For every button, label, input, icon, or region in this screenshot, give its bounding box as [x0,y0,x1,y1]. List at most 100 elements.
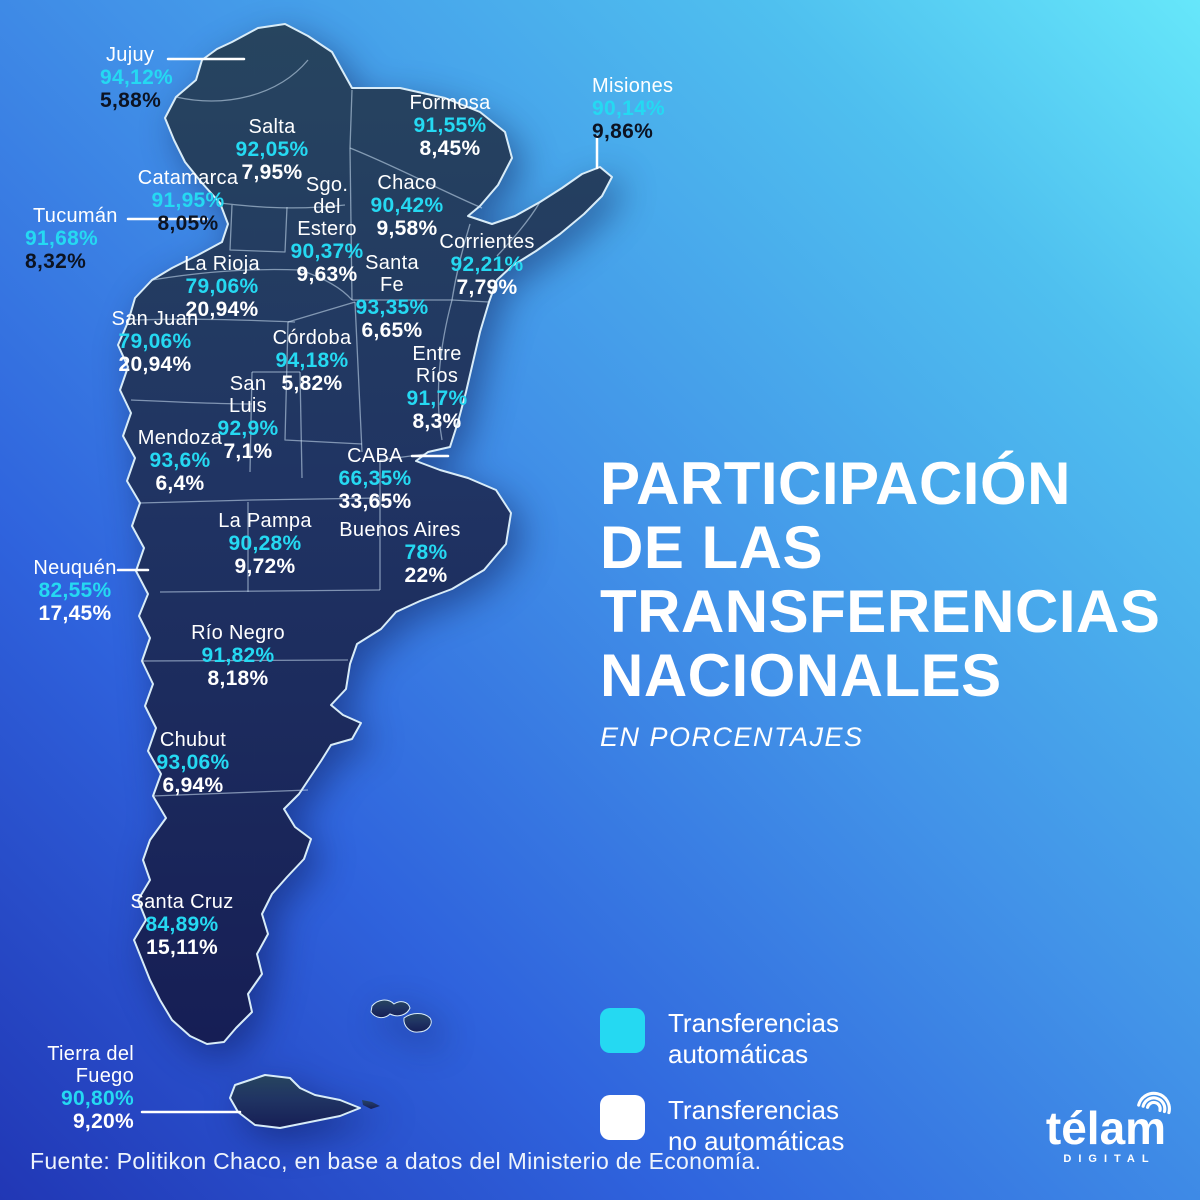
province-name: San Juan [111,308,199,330]
province-label-caba: CABA 66,35% 33,65% [330,445,420,513]
leader-lines [116,57,599,1114]
province-label-tierra-del-fuego: Tierra del Fuego 90,80% 9,20% [14,1043,134,1133]
province-label-san-luis: San Luis 92,9% 7,1% [203,373,293,463]
province-nonauto-pct: 7,95% [241,161,303,184]
province-auto-pct: 91,68% [25,227,99,250]
province-name: Corrientes [439,231,535,253]
province-label-neuquen: Neuquén 82,55% 17,45% [15,557,135,625]
province-name: CABA [347,445,403,467]
province-auto-pct: 94,18% [275,349,349,372]
province-nonauto-pct: 17,45% [38,602,112,625]
province-name: Tierra del Fuego [47,1043,134,1087]
province-name: La Rioja [184,253,260,275]
province-label-rio-negro: Río Negro 91,82% 8,18% [173,622,303,690]
province-label-corrientes: Corrientes 92,21% 7,79% [417,231,557,299]
province-name: Neuquén [33,557,117,579]
province-nonauto-pct: 22% [404,564,448,587]
province-name: Santa Cruz [130,891,234,913]
legend: Transferencias automáticas Transferencia… [600,1008,844,1182]
province-name: Salta [248,116,296,138]
title-line-3: TRANSFERENCIAS [600,578,1161,645]
province-label-misiones: Misiones 90,14% 9,86% [592,75,722,143]
title-line-4: NACIONALES [600,642,1002,709]
province-label-entre-rios: Entre Ríos 91,7% 8,3% [392,343,482,433]
province-nonauto-pct: 5,82% [281,372,343,395]
province-nonauto-pct: 8,45% [419,137,481,160]
legend-label: Transferencias no automáticas [668,1095,845,1156]
province-auto-pct: 93,6% [149,449,211,472]
province-name: Santa Fe [365,252,419,296]
province-label-salta: Salta 92,05% 7,95% [212,116,332,184]
province-nonauto-pct: 6,94% [162,774,224,797]
source-note: Fuente: Politikon Chaco, en base a datos… [30,1148,762,1174]
province-nonauto-pct: 8,05% [157,212,219,235]
subtitle: EN PORCENTAJES [600,722,864,752]
legend-item-automatic: Transferencias automáticas [600,1008,844,1070]
province-name: Tucumán [33,205,118,227]
title-line-2: DE LAS [600,514,824,581]
white-swatch [600,1095,645,1140]
province-nonauto-pct: 9,63% [296,263,358,286]
province-label-santa-fe: Santa Fe 93,35% 6,65% [347,252,437,342]
province-nonauto-pct: 7,79% [456,276,518,299]
province-nonauto-pct: 8,18% [207,667,269,690]
small-islets [362,1100,380,1109]
logo-brand-text: télam [1045,1091,1171,1154]
province-label-catamarca: Catamarca 91,95% 8,05% [118,167,258,235]
province-name: Entre Ríos [412,343,462,387]
mainland-path [117,23,613,1045]
province-auto-pct: 90,28% [228,532,302,555]
province-label-santa-cruz: Santa Cruz 84,89% 15,11% [117,891,247,959]
province-auto-pct: 66,35% [338,467,412,490]
province-nonauto-pct: 9,86% [592,120,654,143]
province-borders [130,59,541,797]
province-auto-pct: 93,06% [156,751,230,774]
province-nonauto-pct: 20,94% [185,298,259,321]
tierra-del-fuego-island [229,1074,361,1129]
province-name: Formosa [409,92,491,114]
province-name: Jujuy [106,44,155,66]
province-auto-pct: 90,80% [60,1087,134,1110]
province-auto-pct: 84,89% [145,913,219,936]
province-nonauto-pct: 6,65% [361,319,423,342]
province-auto-pct: 91,55% [413,114,487,137]
province-auto-pct: 82,55% [38,579,112,602]
province-name: Sgo. del Estero [297,174,357,240]
province-nonauto-pct: 8,3% [412,410,462,433]
province-auto-pct: 91,82% [201,644,275,667]
province-label-chaco: Chaco 90,42% 9,58% [352,172,462,240]
province-auto-pct: 79,06% [118,330,192,353]
province-label-la-pampa: La Pampa 90,28% 9,72% [200,510,330,578]
malvinas-islands [370,999,432,1033]
province-auto-pct: 90,14% [592,97,666,120]
province-auto-pct: 90,37% [290,240,364,263]
province-auto-pct: 78% [404,541,448,564]
legend-item-non-automatic: Transferencias no automáticas [600,1095,844,1157]
province-nonauto-pct: 5,88% [100,89,162,112]
province-name: San Luis [229,373,267,417]
page-title: PARTICIPACIÓN DE LAS TRANSFERENCIAS NACI… [600,452,1190,753]
province-auto-pct: 91,7% [406,387,468,410]
province-auto-pct: 92,05% [235,138,309,161]
province-label-san-juan: San Juan 79,06% 20,94% [90,308,220,376]
province-name: Catamarca [137,167,239,189]
province-nonauto-pct: 6,4% [155,472,205,495]
logo-wordmark: télam [1045,1102,1167,1154]
wifi-arcs-icon [1137,1091,1171,1115]
province-auto-pct: 79,06% [185,275,259,298]
province-label-formosa: Formosa 91,55% 8,45% [385,92,515,160]
province-label-sgo-del-estero: Sgo. del Estero 90,37% 9,63% [282,174,372,286]
province-auto-pct: 93,35% [355,296,429,319]
telam-logo: télam DIGITAL [1026,1091,1186,1165]
province-nonauto-pct: 7,1% [223,440,273,463]
province-name: Misiones [592,75,674,97]
province-auto-pct: 92,9% [217,417,279,440]
province-name: Córdoba [272,327,352,349]
argentina-map [117,23,613,1129]
province-label-tucuman: Tucumán 91,68% 8,32% [25,205,140,273]
logo-sub-text: DIGITAL [1063,1153,1156,1165]
province-nonauto-pct: 20,94% [118,353,192,376]
province-auto-pct: 94,12% [100,66,174,89]
